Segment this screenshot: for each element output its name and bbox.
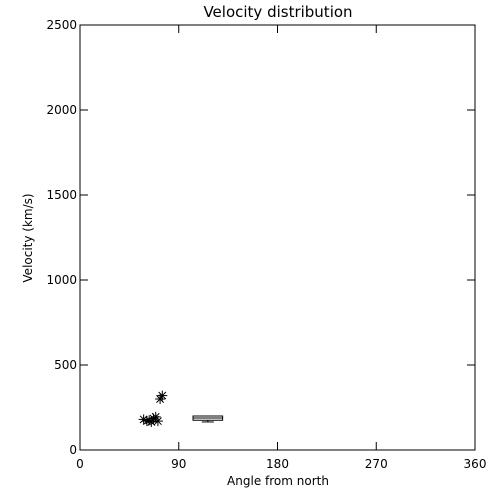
y-tick-label: 500: [54, 358, 77, 372]
y-tick-label: 1000: [46, 273, 77, 287]
x-tick-label: 270: [365, 457, 388, 471]
x-tick-label: 360: [464, 457, 487, 471]
y-tick-label: 2000: [46, 103, 77, 117]
y-tick-label: 1500: [46, 188, 77, 202]
y-axis: 0 500 1000 1500 2000 2500: [46, 18, 475, 457]
data-point: [157, 390, 168, 401]
x-tick-label: 90: [171, 457, 186, 471]
x-tick-label: 0: [76, 457, 84, 471]
x-axis-label: Angle from north: [227, 474, 329, 488]
box-plot: [192, 415, 224, 423]
plot-frame: [79, 24, 476, 451]
data-point: [152, 416, 163, 427]
chart-title: Velocity distribution: [203, 3, 352, 21]
data-points: [138, 390, 168, 427]
y-tick-label: 2500: [46, 18, 77, 32]
y-tick-label: 0: [69, 443, 77, 457]
x-tick-label: 180: [266, 457, 289, 471]
x-axis: 0 90 180 270 360: [76, 25, 486, 471]
y-axis-label: Velocity (km/s): [21, 193, 35, 282]
